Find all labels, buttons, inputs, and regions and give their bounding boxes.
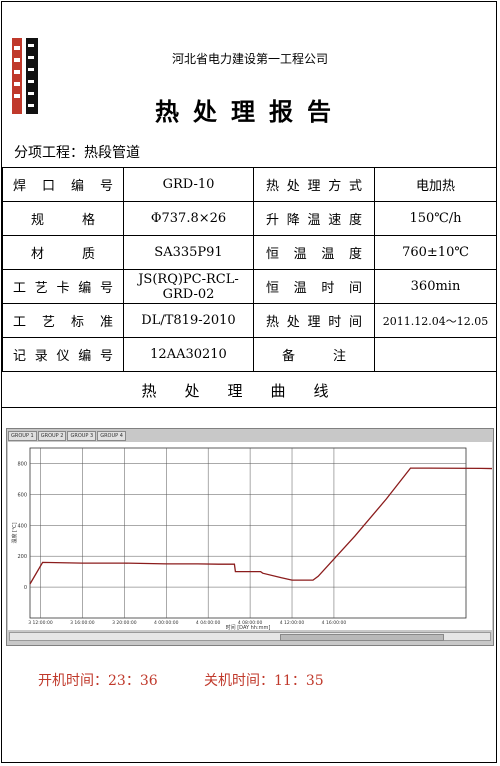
start-time: 开机时间：23：36 <box>38 670 158 690</box>
label-cell: 记录仪编号 <box>2 337 124 372</box>
value-cell: DL/T819-2010 <box>123 303 254 338</box>
subproject-label: 分项工程： <box>14 145 84 161</box>
y-tick-label: 800 <box>17 461 27 467</box>
chart-tabs: GROUP 1 GROUP 2 GROUP 3 GROUP 4 <box>8 431 127 441</box>
start-time-value: 23：36 <box>108 673 158 689</box>
report-title: 热处理报告 <box>155 97 345 126</box>
x-tick-label: 3 20:00:00 <box>112 620 137 626</box>
x-tick-label: 3 12:00:00 <box>28 620 53 626</box>
scrollbar-thumb[interactable] <box>280 634 444 641</box>
value-cell: 12AA30210 <box>123 337 254 372</box>
tab-group-3[interactable]: GROUP 3 <box>67 431 97 441</box>
label-cell: 热处理时间 <box>253 303 375 338</box>
label-cell: 恒温温度 <box>253 235 375 270</box>
table-row: 记录仪编号 12AA30210 备注 <box>2 337 497 372</box>
horizontal-scrollbar[interactable] <box>9 632 491 641</box>
chart-window: GROUP 1 GROUP 2 GROUP 3 GROUP 4 0 200 400 6… <box>6 428 500 646</box>
value-cell: GRD-10 <box>123 167 254 202</box>
company-logo <box>12 38 38 114</box>
x-tick-label: 4 00:00:00 <box>154 620 179 626</box>
label-cell: 恒温时间 <box>253 269 375 304</box>
temperature-chart: 0 200 400 600 800 3 12:00:00 3 16:00:00 3 20:00… <box>11 447 500 631</box>
table-row: 焊口编号 GRD-10 热处理方式 电加热 <box>2 167 497 202</box>
subproject-line: 分项工程：热段管道 <box>14 142 140 162</box>
tab-group-1[interactable]: GROUP 1 <box>8 431 37 441</box>
value-cell: 150℃/h <box>374 201 497 236</box>
x-tick-label: 3 16:00:00 <box>70 620 95 626</box>
stop-time: 关机时间：11：35 <box>204 670 324 690</box>
start-time-label: 开机时间： <box>38 673 108 689</box>
subproject-value: 热段管道 <box>84 145 140 161</box>
x-tick-label: 4 04:00:00 <box>196 620 221 626</box>
info-table: 焊口编号 GRD-10 热处理方式 电加热 规格 Φ737.8×26 升降温速度… <box>2 167 497 372</box>
label-cell: 工艺卡编号 <box>2 269 124 304</box>
x-tick-label: 4 08:00:00 <box>238 620 263 626</box>
table-row: 工艺标准 DL/T819-2010 热处理时间 2011.12.04～12.05 <box>2 303 497 338</box>
table-row: 材质 SA335P91 恒温温度 760±10℃ <box>2 235 497 270</box>
label-cell: 升降温速度 <box>253 201 375 236</box>
label-cell: 焊口编号 <box>2 167 124 202</box>
company-name: 河北省电力建设第一工程公司 <box>171 52 328 66</box>
label-cell: 规格 <box>2 201 124 236</box>
value-cell <box>374 337 497 372</box>
tab-group-2[interactable]: GROUP 2 <box>37 431 67 441</box>
temperature-series-line <box>29 467 500 585</box>
plot-frame <box>29 447 467 619</box>
value-cell: 2011.12.04～12.05 <box>374 303 497 338</box>
value-cell: 电加热 <box>374 167 497 202</box>
label-cell: 备注 <box>253 337 375 372</box>
y-tick-label: 400 <box>17 523 27 529</box>
y-tick-label: 600 <box>17 492 27 498</box>
table-row: 规格 Φ737.8×26 升降温速度 150℃/h <box>2 201 497 236</box>
tab-group-4[interactable]: GROUP 4 <box>97 431 126 441</box>
stop-time-label: 关机时间： <box>204 673 274 689</box>
value-cell: Φ737.8×26 <box>123 201 254 236</box>
stop-time-value: 11：35 <box>274 673 324 689</box>
label-cell: 工艺标准 <box>2 303 124 338</box>
y-axis-label: 温度 [℃] <box>11 522 18 543</box>
table-row: 工艺卡编号 JS(RQ)PC-RCL-GRD-02 恒温时间 360min <box>2 269 497 304</box>
plot-area: 0 200 400 600 800 3 12:00:00 3 16:00:00 3 20:00… <box>8 442 500 631</box>
value-cell: 760±10℃ <box>374 235 497 270</box>
y-tick-label: 0 <box>24 585 27 591</box>
label-cell: 材质 <box>2 235 124 270</box>
x-tick-label: 4 12:00:00 <box>280 620 305 626</box>
value-cell: JS(RQ)PC-RCL-GRD-02 <box>123 269 254 304</box>
x-axis-label: 时间 [DAY hh:mm] <box>226 624 271 630</box>
y-tick-label: 200 <box>17 554 27 560</box>
value-cell: SA335P91 <box>123 235 254 270</box>
curve-section-title: 热处理曲线 <box>2 371 496 408</box>
x-tick-label: 4 16:00:00 <box>322 620 347 626</box>
value-cell: 360min <box>374 269 497 304</box>
label-cell: 热处理方式 <box>253 167 375 202</box>
